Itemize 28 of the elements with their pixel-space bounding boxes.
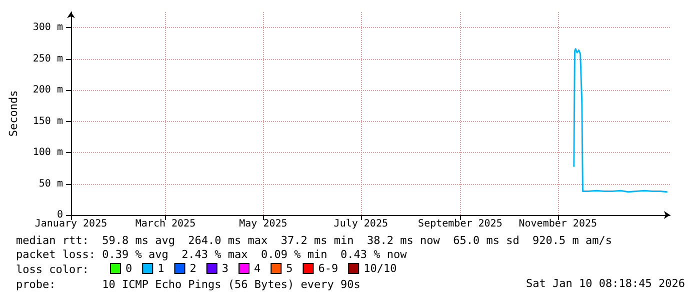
- text: loss color:: [16, 263, 89, 276]
- legend-label: 5: [286, 262, 293, 275]
- legend-label: 3: [222, 262, 228, 275]
- text: packet loss: 0.39 % avg 2.43 % max 0.09 % min 0.43 % now: [16, 248, 408, 261]
- legend-label: 1: [158, 262, 164, 275]
- y-tick-label: 250 m: [32, 53, 63, 64]
- y-tick-label: 100 m: [32, 147, 63, 158]
- x-tick-label: January 2025: [34, 218, 108, 230]
- x-tick-label: November 2025: [518, 218, 598, 230]
- y-tick-label: 300 m: [32, 22, 63, 34]
- x-tick-label: September 2025: [418, 218, 502, 230]
- text: median rtt: 59.8 ms avg 264.0 ms max 37.2 ms min 38.2 ms now 65.0 ms sd 920.5 m am/s: [16, 234, 612, 247]
- text: Sat Jan 10 08:18:45 2026: [526, 277, 686, 290]
- text: probe: 10 ICMP Echo Pings (56 Bytes) every 90s: [16, 278, 360, 291]
- y-tick-label: 0: [56, 210, 63, 220]
- y-axis-title: Seconds: [7, 90, 20, 137]
- y-tick-label: 50 m: [38, 178, 63, 190]
- x-tick-label: May 2025: [239, 218, 288, 230]
- legend-label: 0: [126, 262, 132, 275]
- legend-label: 4: [254, 262, 261, 275]
- x-tick-label: March 2025: [135, 218, 196, 230]
- y-tick-label: 200 m: [32, 84, 63, 96]
- legend-label: 2: [190, 262, 196, 275]
- line-series: [573, 48, 668, 193]
- y-tick-label: 150 m: [32, 116, 63, 127]
- legend-label: 10/10: [364, 262, 397, 275]
- x-tick-label: July 2025: [334, 218, 388, 230]
- legend-label: 6-9: [318, 262, 338, 275]
